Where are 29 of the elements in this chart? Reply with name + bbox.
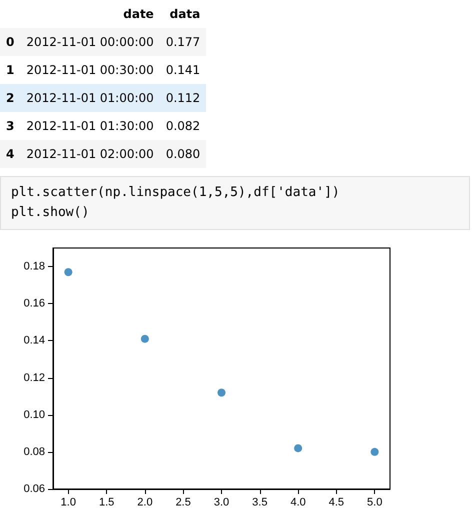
y-tick-label: 0.08 xyxy=(24,446,45,458)
text: plt.scatter(np.linspace(1,5,5),df['data']) xyxy=(11,184,341,202)
point xyxy=(140,334,149,343)
point xyxy=(294,444,302,452)
x-tick-label: 4.0 xyxy=(290,496,306,508)
point xyxy=(64,268,72,276)
x-tick-label: 2.0 xyxy=(137,496,153,508)
point xyxy=(370,448,379,456)
table-row: 1 2012-11-01 00:30:00 0.141 xyxy=(0,56,206,84)
table-row: 0 2012-11-01 00:00:00 0.177 xyxy=(0,28,206,56)
y-tick-label: 0.06 xyxy=(24,483,45,495)
y-tick-label: 0.10 xyxy=(24,408,45,421)
x-tick-label: 3.0 xyxy=(214,496,230,508)
text: data xyxy=(168,6,202,23)
text: date xyxy=(122,6,155,23)
table-row: 4 2012-11-01 02:00:00 0.080 xyxy=(0,140,206,168)
x-tick-label: 2.5 xyxy=(176,496,191,508)
point xyxy=(218,388,226,397)
y-tick-label: 0.12 xyxy=(24,372,45,384)
x-tick-label: 1.5 xyxy=(98,496,114,508)
x-tick-label: 3.5 xyxy=(252,496,268,508)
x-tick-label: 4.5 xyxy=(328,496,344,508)
y-tick-label: 0.14 xyxy=(24,334,45,347)
text: plt.show() xyxy=(11,204,90,222)
x-tick-label: 1.0 xyxy=(60,496,76,508)
table-row: 3 2012-11-01 01:30:00 0.082 xyxy=(0,112,206,140)
y-tick-label: 0.16 xyxy=(24,298,45,310)
y-tick-label: 0.18 xyxy=(24,260,45,273)
x-tick-label: 5.0 xyxy=(367,496,382,508)
